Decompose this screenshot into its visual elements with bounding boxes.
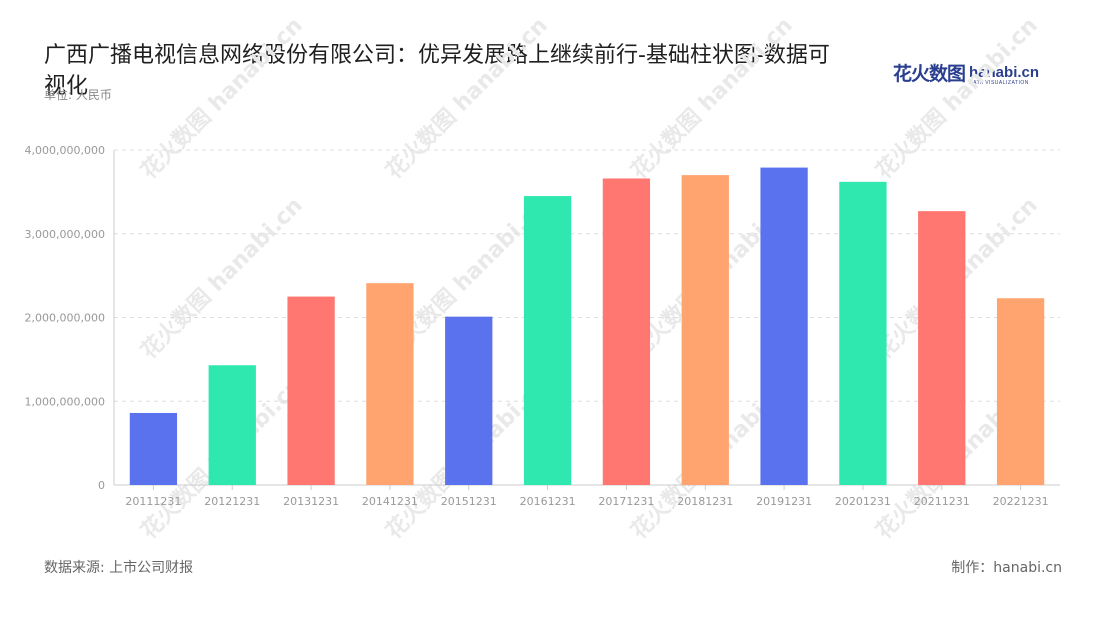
logo-cn-text: 花火数图 [893, 63, 966, 85]
watermark-text: 花火数图 hanabi.cn [136, 192, 308, 364]
logo-sub-text: DATA VISUALIZATION [969, 80, 1029, 86]
x-tick-label: 20191231 [756, 495, 812, 508]
bar [208, 365, 256, 485]
watermark-layer: 花火数图 hanabi.cn 花火数图 hanabi.cn 花火数图 hanabi.… [136, 12, 1043, 544]
bar [760, 167, 808, 485]
y-tick-label: 0 [98, 479, 105, 492]
y-tick-label: 1,000,000,000 [25, 395, 105, 408]
logo-en-text: hanabi.cn [969, 64, 1040, 81]
watermark-text: 花火数图 hanabi.cn [381, 12, 553, 184]
x-tick-label: 20131231 [283, 495, 339, 508]
x-tick-label: 20121231 [204, 495, 260, 508]
watermark-text: 花火数图 hanabi.cn [626, 12, 798, 184]
x-tick-label: 20171231 [598, 495, 654, 508]
x-tick-label: 20201231 [835, 495, 891, 508]
brand-logo[interactable]: 花火数图 hanabi.cn DATA VISUALIZATION [893, 60, 1039, 86]
x-tick-label: 20111231 [125, 495, 181, 508]
x-tick-label: 20211231 [914, 495, 970, 508]
x-tick-label: 20221231 [993, 495, 1049, 508]
data-source: 数据来源: 上市公司财报 [44, 560, 194, 576]
bar [287, 296, 335, 485]
bar [129, 412, 178, 485]
logo-en-block: hanabi.cn DATA VISUALIZATION [969, 65, 1039, 86]
bar [918, 211, 966, 485]
x-tick-label: 20141231 [362, 495, 418, 508]
bar [366, 283, 414, 485]
y-tick-label: 2,000,000,000 [25, 312, 105, 325]
x-tick-label: 20181231 [677, 495, 733, 508]
bar [681, 175, 729, 485]
bar [996, 298, 1045, 485]
bar [445, 316, 493, 485]
chart-title: 广西广播电视信息网络股份有限公司：优异发展路上继续前行-基础柱状图-数据可视化 [44, 43, 830, 99]
x-tick-label: 20151231 [441, 495, 497, 508]
x-tick-label: 20161231 [520, 495, 576, 508]
watermark-text: 花火数图 hanabi.cn [871, 12, 1043, 184]
unit-label: 单位: 人民币 [44, 88, 112, 102]
bar [523, 196, 572, 485]
watermark-text: 花火数图 hanabi.cn [136, 12, 308, 184]
y-tick-label: 4,000,000,000 [25, 144, 105, 157]
bar [839, 181, 887, 485]
y-tick-label: 3,000,000,000 [25, 228, 105, 241]
credit-link[interactable]: 制作：hanabi.cn [951, 560, 1062, 576]
bar [602, 178, 651, 485]
